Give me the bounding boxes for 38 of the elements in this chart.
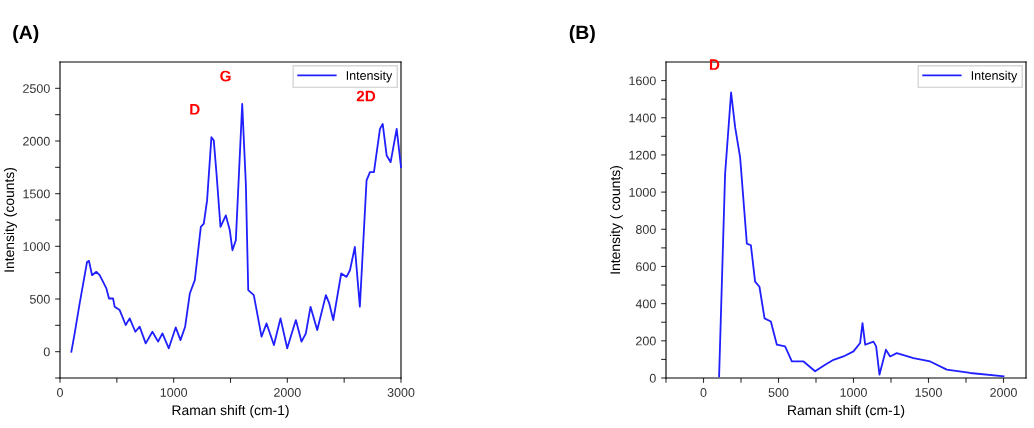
y-tick-label: 0 — [649, 373, 656, 383]
x-tick-label: 0 — [57, 388, 63, 397]
y-tick-label: 1000 — [629, 187, 656, 197]
y-tick-label: 1000 — [23, 242, 50, 251]
y-tick-label: 400 — [635, 299, 656, 309]
y-tick-label: 200 — [636, 336, 656, 346]
y-tick-label: 2500 — [23, 84, 50, 93]
y-tick-label: 600 — [636, 262, 656, 272]
y-tick-label: 1400 — [629, 113, 656, 123]
x-tick-label: 1500 — [915, 388, 942, 397]
x-tick-label: 3000 — [387, 388, 415, 397]
line-series — [70, 103, 402, 353]
y-tick-label: 0 — [43, 347, 50, 357]
y-tick-label: 800 — [635, 225, 656, 234]
y-tick-label: 1500 — [23, 189, 50, 199]
chart-title: (B) — [569, 24, 595, 44]
x-axis-title: Raman shift (cm-1) — [172, 404, 289, 418]
annotation: D — [709, 59, 720, 70]
annotation: G — [220, 70, 231, 82]
legend-label: Intensity — [971, 70, 1018, 83]
line-series — [718, 91, 1005, 378]
x-tick-label: 0 — [700, 388, 707, 397]
annotation: D — [190, 104, 200, 115]
y-tick-label: 500 — [29, 294, 50, 304]
y-axis-title: Intensity (counts) — [3, 167, 17, 272]
x-tick-label: 1000 — [840, 388, 867, 397]
x-tick-label: 500 — [768, 388, 789, 397]
x-tick-label: 2000 — [990, 388, 1017, 397]
y-tick-label: 2000 — [23, 136, 50, 146]
annotation: 2D — [356, 90, 376, 102]
chart-title: (A) — [13, 24, 39, 44]
y-tick-label: 1600 — [629, 76, 656, 86]
legend-label: Intensity — [346, 70, 393, 83]
x-axis-title: Raman shift (cm-1) — [788, 404, 905, 418]
y-tick-label: 1200 — [629, 150, 656, 160]
y-axis-title: Intensity ( counts) — [609, 166, 623, 274]
x-tick-label: 2000 — [274, 388, 301, 397]
x-tick-label: 1000 — [160, 388, 188, 397]
